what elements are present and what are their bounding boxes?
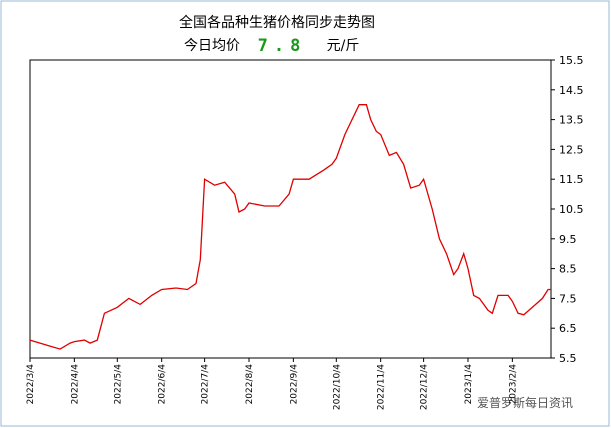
subtitle-prefix: 今日均价 <box>184 38 240 54</box>
x-tick-label: 2022/9/4 <box>289 364 299 405</box>
y-tick-label: 7.5 <box>559 292 577 305</box>
subtitle-unit: 元/斤 <box>327 38 360 54</box>
x-tick-label: 2022/5/4 <box>113 364 123 405</box>
watermark: 爱普罗斯每日资讯 <box>477 395 573 410</box>
x-tick-label: 2022/12/4 <box>420 364 430 410</box>
y-tick-label: 14.5 <box>559 84 584 97</box>
y-tick-label: 5.5 <box>559 352 577 365</box>
chart-title: 全国各品种生猪价格同步走势图 <box>179 14 375 31</box>
y-tick-label: 8.5 <box>559 263 577 276</box>
y-tick-label: 15.5 <box>559 54 584 67</box>
x-tick-label: 2023/2/4 <box>508 364 518 405</box>
y-tick-label: 13.5 <box>559 114 584 127</box>
x-tick-label: 2022/3/4 <box>26 364 36 405</box>
x-tick-label: 2022/4/4 <box>70 364 80 405</box>
price-line <box>29 104 551 350</box>
x-tick-label: 2022/7/4 <box>201 364 211 405</box>
x-tick-label: 2022/11/4 <box>377 364 387 410</box>
x-tick-label: 2023/1/4 <box>464 364 474 405</box>
y-tick-label: 10.5 <box>559 203 584 216</box>
x-tick-label: 2022/8/4 <box>245 364 255 405</box>
x-tick-label: 2022/6/4 <box>158 364 168 405</box>
subtitle-value: 7.8 <box>258 36 307 56</box>
y-tick-label: 11.5 <box>559 173 584 186</box>
x-tick-label: 2022/10/4 <box>332 364 342 410</box>
y-tick-label: 12.5 <box>559 143 584 156</box>
y-tick-label: 9.5 <box>559 233 577 246</box>
y-tick-label: 6.5 <box>559 322 577 335</box>
